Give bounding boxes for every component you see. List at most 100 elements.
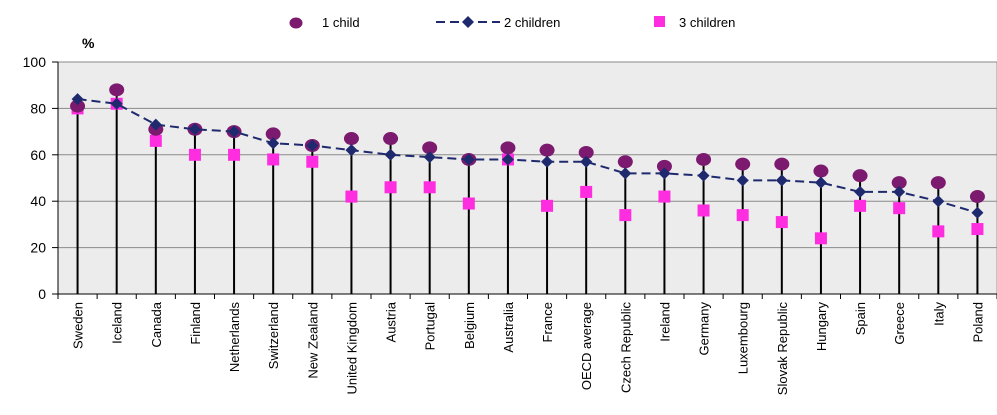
point-3-children	[854, 199, 867, 212]
y-unit-label: %	[82, 35, 95, 51]
y-axis: 0 20 40 60 80 100	[23, 54, 59, 302]
category-label: Germany	[697, 302, 712, 356]
category-label: Slovak Republic	[775, 302, 790, 396]
point-2-children	[462, 153, 475, 166]
point-1-child	[500, 141, 516, 155]
point-1-child	[735, 157, 751, 171]
point-1-child	[696, 152, 712, 166]
legend-label-2-children: 2 children	[504, 15, 560, 30]
point-2-children	[580, 155, 593, 168]
point-2-children	[149, 118, 162, 131]
gridlines	[58, 61, 997, 249]
series-1-child	[70, 83, 985, 204]
point-2-children	[423, 151, 436, 164]
point-2-children	[384, 148, 397, 161]
point-2-children	[658, 167, 671, 180]
y-tick-label: 60	[30, 147, 46, 163]
point-2-children	[267, 137, 280, 150]
point-3-children	[149, 134, 162, 147]
category-label: Finland	[188, 302, 203, 345]
point-1-child	[578, 145, 594, 159]
point-1-child	[930, 176, 946, 190]
point-3-children	[423, 181, 436, 194]
category-label: Luxembourg	[736, 302, 751, 374]
category-label: Austria	[384, 301, 399, 342]
point-3-children	[775, 216, 788, 229]
point-3-children	[736, 209, 749, 222]
legend-label-1-child: 1 child	[322, 15, 360, 30]
point-1-child	[343, 132, 359, 146]
point-1-child	[617, 155, 633, 169]
category-label: Czech Republic	[618, 302, 633, 394]
series-2-children	[71, 93, 984, 219]
category-label: Belgium	[462, 302, 477, 349]
point-1-child	[109, 83, 125, 97]
point-3-children	[971, 223, 984, 236]
point-1-child	[813, 164, 829, 178]
category-label: New Zealand	[305, 302, 320, 379]
point-2-children	[775, 174, 788, 187]
point-3-children	[893, 202, 906, 215]
point-3-children	[267, 153, 280, 166]
y-tick-label: 20	[30, 240, 46, 256]
category-label: Portugal	[423, 302, 438, 351]
point-1-child	[265, 127, 281, 141]
legend: 1 child 2 children 3 children	[289, 15, 735, 30]
category-label: Canada	[149, 301, 164, 347]
point-3-children	[228, 148, 241, 161]
point-3-children	[580, 185, 593, 198]
point-3-children	[306, 155, 319, 168]
point-2-children	[619, 167, 632, 180]
point-2-children	[854, 185, 867, 198]
category-label: Hungary	[814, 302, 829, 352]
category-label: Greece	[892, 302, 907, 345]
y-tick-label: 80	[30, 100, 46, 116]
legend-marker-2-children	[462, 16, 474, 28]
point-2-children	[188, 123, 201, 136]
category-label: OECD average	[579, 302, 594, 390]
category-label: Poland	[970, 302, 985, 342]
line-2-children	[77, 98, 978, 214]
legend-marker-3-children	[654, 16, 665, 27]
category-label: Switzerland	[266, 302, 281, 369]
plot-area	[57, 61, 997, 295]
point-2-children	[736, 174, 749, 187]
y-tick-label: 100	[23, 54, 47, 70]
point-3-children	[541, 199, 554, 212]
point-2-children	[814, 176, 827, 189]
point-2-children	[893, 185, 906, 198]
point-3-children	[345, 190, 358, 203]
point-3-children	[462, 197, 475, 210]
y-tick-label: 40	[30, 193, 46, 209]
category-label: Iceland	[110, 302, 125, 344]
point-2-children	[228, 125, 241, 138]
point-3-children	[384, 181, 397, 194]
stems	[76, 89, 979, 294]
point-3-children	[814, 232, 827, 245]
point-1-child	[969, 190, 985, 204]
category-label: Spain	[853, 302, 868, 335]
point-1-child	[852, 169, 868, 183]
point-3-children	[188, 148, 201, 161]
series-layer	[70, 83, 985, 245]
point-3-children	[658, 190, 671, 203]
category-label: Ireland	[657, 302, 672, 342]
legend-label-3-children: 3 children	[679, 15, 735, 30]
category-label: Sweden	[71, 302, 86, 349]
point-2-children	[971, 206, 984, 219]
point-2-children	[306, 139, 319, 152]
point-1-child	[70, 99, 86, 113]
category-label: United Kingdom	[344, 302, 359, 395]
y-tick-label: 0	[38, 286, 46, 302]
category-label: Netherlands	[227, 302, 242, 373]
point-2-children	[501, 153, 514, 166]
point-1-child	[383, 132, 399, 146]
point-1-child	[539, 143, 555, 157]
x-axis: Sweden Iceland Canada Finland Netherlands Swi…	[57, 293, 997, 396]
point-2-children	[932, 195, 945, 208]
category-label: France	[540, 302, 555, 342]
point-2-children	[345, 144, 358, 157]
point-2-children	[541, 155, 554, 168]
category-label: Italy	[931, 302, 946, 326]
